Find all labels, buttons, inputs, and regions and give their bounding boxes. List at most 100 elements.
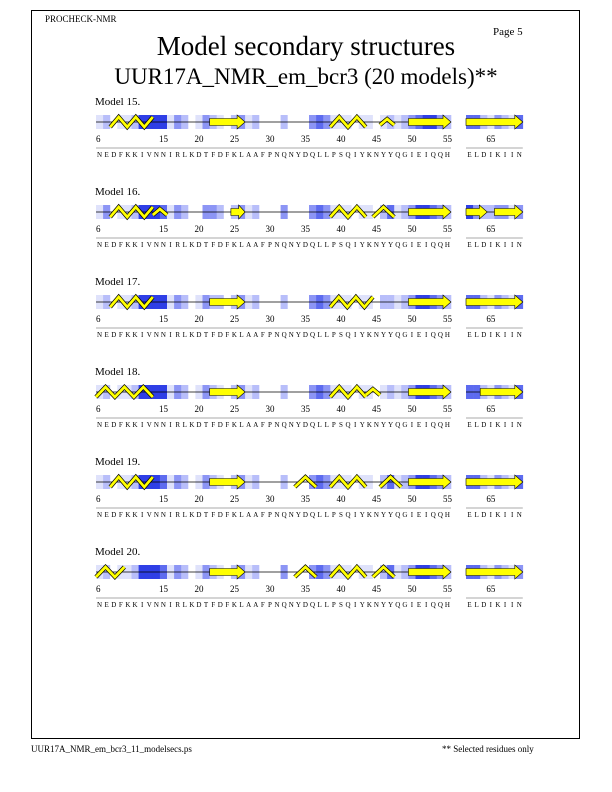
helix-ribbon (94, 564, 126, 580)
sequence-letter: I (511, 511, 514, 519)
model-panel: Model 19. 6 15 20 25 30 35 40 45 50 55 65 N E D F K K I V N N… (0, 456, 612, 544)
residue-tick-label: 40 (336, 584, 346, 594)
residue-tick-label: 45 (372, 494, 382, 504)
sequence-letter: Q (431, 511, 436, 519)
sequence-letter: L (239, 511, 243, 519)
sequence-letter: Y (360, 511, 365, 519)
sequence-letter: N (161, 151, 166, 159)
residue-tick-label: 15 (159, 494, 169, 504)
sequence-letter: K (189, 421, 194, 429)
sequence-letter: Y (360, 421, 365, 429)
helix-ribbon (379, 117, 396, 127)
sequence-letter: I (504, 421, 507, 429)
sequence-letter: G (402, 331, 407, 339)
residue-tick-label: 6 (96, 584, 101, 594)
residue-tick-label: 45 (372, 134, 382, 144)
sequence-letter: L (325, 151, 329, 159)
model-panel: Model 15. 6 15 20 25 30 35 40 45 50 55 65 N E D F K K I V N N… (0, 96, 612, 184)
sequence-letter: K (133, 151, 138, 159)
sequence-letter: F (225, 151, 229, 159)
sequence-letter: Q (346, 241, 351, 249)
residue-tick-label: 30 (265, 224, 275, 234)
sequence-letter: Q (438, 421, 443, 429)
sequence-letter: H (445, 151, 450, 159)
strand-arrow (230, 204, 246, 220)
residue-tick-label: 6 (96, 134, 101, 144)
sequence-letter: L (183, 151, 187, 159)
helix-ribbon (109, 474, 154, 490)
sequence-letter: R (175, 421, 180, 429)
sequence-letter: K (367, 601, 372, 609)
sequence-letter: N (374, 601, 379, 609)
sequence-letter: I (141, 421, 144, 429)
sequence-letter: G (402, 421, 407, 429)
sequence-letter: Q (395, 421, 400, 429)
sequence-letter: F (211, 331, 215, 339)
sequence-letter: I (490, 421, 493, 429)
sequence-letter: E (467, 241, 471, 249)
residue-tick-label: 50 (407, 584, 417, 594)
residue-tick-label: 65 (486, 314, 496, 324)
residue-tick-label: 55 (443, 584, 453, 594)
sequence-letter: K (125, 601, 130, 609)
sequence-letter: Q (431, 331, 436, 339)
residue-tick-label: 15 (159, 584, 169, 594)
sequence-letter: K (495, 331, 500, 339)
sequence-letter: Q (346, 331, 351, 339)
secondary-structure-strip: 6 15 20 25 30 35 40 45 50 55 65N E D F K K I V N N I R L K D T F D F… (94, 383, 524, 429)
sequence-letter: Q (395, 511, 400, 519)
sequence-letter: S (339, 331, 343, 339)
sequence-letter: Y (360, 331, 365, 339)
helix-ribbon (109, 294, 154, 310)
sequence-letter: A (246, 421, 251, 429)
sequence-letter: Q (431, 241, 436, 249)
sequence-letter: K (495, 241, 500, 249)
sequence-letter: N (289, 601, 294, 609)
sequence-letter: I (425, 601, 428, 609)
sequence-letter: N (161, 511, 166, 519)
sequence-letter: L (325, 331, 329, 339)
sequence-letter: Q (431, 421, 436, 429)
residue-tick-label: 25 (230, 404, 240, 414)
footer-note: ** Selected residues only (442, 744, 534, 754)
sequence-letter: Y (388, 151, 393, 159)
sequence-letter: F (261, 241, 265, 249)
sequence-letter: F (211, 511, 215, 519)
helix-ribbon (151, 207, 168, 217)
residue-tick-label: 35 (301, 404, 311, 414)
sequence-letter: K (367, 241, 372, 249)
sequence-letter: D (481, 331, 486, 339)
residue-tick-label: 50 (407, 404, 417, 414)
sequence-letter: E (417, 511, 421, 519)
sequence-letter: D (481, 241, 486, 249)
residue-tick-label: 25 (230, 494, 240, 504)
sequence-letter: L (318, 241, 322, 249)
strand-arrow (465, 114, 524, 130)
residue-tick-label: 6 (96, 494, 101, 504)
model-label: Model 19. (95, 456, 141, 468)
sequence-letter: I (490, 601, 493, 609)
sequence-letter: N (517, 241, 522, 249)
sequence-letter: Q (431, 601, 436, 609)
strand-arrow (209, 564, 246, 580)
sequence-letter: N (374, 151, 379, 159)
sequence-letter: I (169, 331, 172, 339)
sequence-letter: I (169, 151, 172, 159)
sequence-letter: D (111, 241, 116, 249)
sequence-letter: N (289, 331, 294, 339)
sequence-letter: R (175, 511, 180, 519)
sequence-letter: S (339, 421, 343, 429)
sequence-letter: K (232, 511, 237, 519)
sequence-letter: D (111, 511, 116, 519)
residue-tick-label: 20 (194, 584, 204, 594)
sequence-letter: V (147, 421, 152, 429)
sequence-letter: I (141, 241, 144, 249)
sequence-letter: F (225, 331, 229, 339)
helix-ribbon (94, 384, 154, 400)
sequence-letter: L (475, 511, 479, 519)
sequence-letter: I (425, 151, 428, 159)
sequence-letter: L (239, 421, 243, 429)
residue-tick-label: 55 (443, 314, 453, 324)
sequence-letter: N (289, 511, 294, 519)
residue-tick-label: 30 (265, 134, 275, 144)
